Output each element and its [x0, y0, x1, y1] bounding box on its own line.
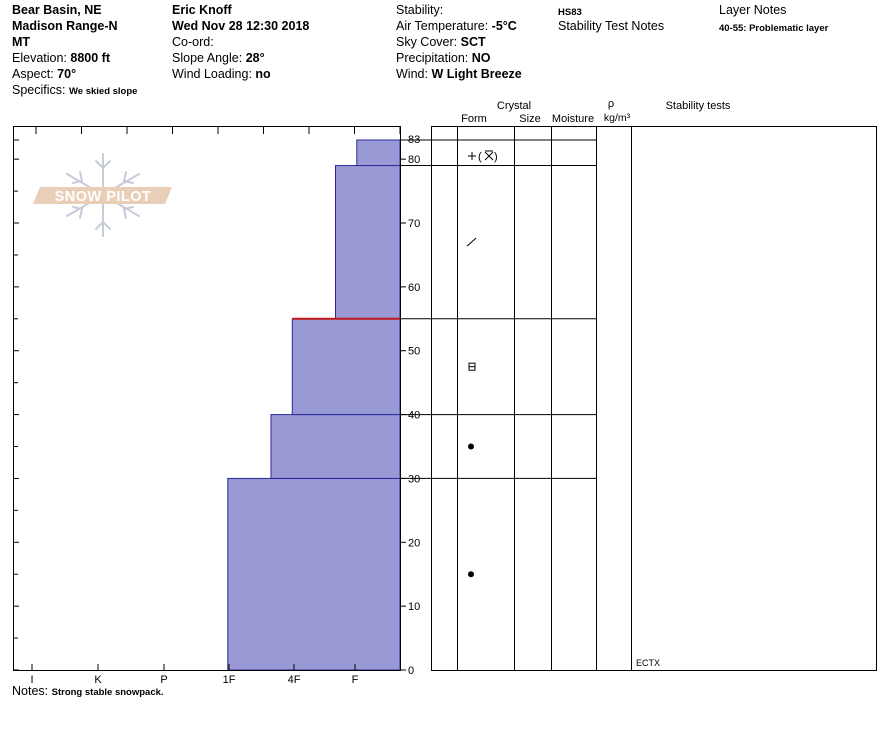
faceted-crystals-symbol [468, 362, 476, 371]
wind-loading-value: no [255, 67, 271, 81]
aspect-value: 70° [57, 67, 77, 81]
hardness-bar-1 [227, 477, 401, 671]
layer-boundaries [400, 139, 597, 479]
precipitation-row: Precipitation: NO [396, 51, 491, 66]
observer-name: Eric Knoff [172, 3, 232, 17]
location-line-1: Bear Basin, NE [12, 3, 102, 17]
elevation-value: 8800 ft [70, 51, 110, 65]
specifics-value: We skied slope [68, 86, 138, 97]
header-stability-tests: Stability tests [666, 100, 731, 112]
height-tick-label: 40 [408, 410, 420, 422]
air-temperature-value: -5°C [491, 19, 517, 33]
sky-cover-label: Sky Cover: [396, 35, 458, 49]
wind-loading-label: Wind Loading: [172, 67, 252, 81]
hardness-chart-frame [13, 126, 401, 671]
air-temperature-row: Air Temperature: -5°C [396, 19, 517, 34]
height-tick-label: 60 [408, 282, 420, 294]
wind-label: Wind: [396, 67, 428, 81]
notes-value: Strong stable snowpack. [51, 687, 164, 698]
stability-label: Stability: [396, 3, 444, 17]
rounded-grains-symbol [468, 571, 474, 578]
height-tick-label: 0 [408, 665, 414, 677]
wind-loading-row: Wind Loading: no [172, 67, 271, 82]
header-crystal: Crystal [497, 100, 531, 112]
precipitation-value: NO [471, 51, 491, 65]
precipitation-label: Precipitation: [396, 51, 469, 65]
layer-table-columns [457, 126, 632, 671]
height-tick-label: 10 [408, 601, 420, 613]
crystal-form-symbols: () [466, 150, 498, 578]
specifics-label: Specifics: [12, 83, 66, 97]
slope-angle-row: Slope Angle: 28° [172, 51, 265, 66]
watermark-text: SNOW PILOT [55, 189, 152, 205]
stability-test-notes-label: Stability Test Notes [558, 19, 665, 33]
height-tick-label: 70 [408, 218, 420, 230]
height-tick-label: 80 [408, 154, 420, 166]
hardness-tick-label: P [160, 674, 167, 686]
hardness-bar-4 [335, 165, 401, 320]
sky-cover-value: SCT [460, 35, 486, 49]
layer-notes-label: Layer Notes [719, 3, 787, 17]
notes-row: Notes: Strong stable snowpack. [12, 684, 164, 700]
snowpilot-watermark: SNOW PILOT [33, 153, 172, 237]
specifics-row: Specifics: We skied slope [12, 83, 137, 99]
svg-text:): ) [494, 151, 498, 163]
aspect-label: Aspect: [12, 67, 54, 81]
hardness-bar-5 [356, 139, 401, 167]
precipitation-particles-symbol: () [468, 150, 498, 163]
aspect-row: Aspect: 70° [12, 67, 76, 82]
hardness-tick-label: K [94, 674, 102, 686]
hardness-bar-2 [270, 414, 401, 479]
notes-label: Notes: [12, 684, 49, 698]
elevation-row: Elevation: 8800 ft [12, 51, 110, 66]
air-temperature-label: Air Temperature: [396, 19, 489, 33]
header-density-unit: kg/m³ [604, 112, 631, 124]
hardness-tick-label: 1F [223, 674, 236, 686]
layer-table-frame [431, 126, 877, 671]
observation-datetime: Wed Nov 28 12:30 2018 [172, 19, 310, 33]
hardness-tick-label: 4F [288, 674, 301, 686]
wind-value: W Light Breeze [431, 67, 522, 81]
layer-notes-value: 40-55: Problematic layer [719, 23, 829, 34]
rounded-grains-symbol [468, 443, 474, 450]
stability-test-entry: ECTX [636, 658, 660, 668]
height-tick-label: 30 [408, 473, 420, 485]
hardness-axis-labels: I K P 1F 4F F [30, 664, 359, 686]
coord-label: Co-ord: [172, 35, 214, 49]
slope-angle-label: Slope Angle: [172, 51, 243, 65]
header-moisture: Moisture [552, 113, 594, 125]
hardness-chart-ticks [35, 126, 401, 134]
wind-row: Wind: W Light Breeze [396, 67, 522, 82]
snow-height-value: HS83 [558, 7, 582, 18]
header-form: Form [461, 113, 487, 125]
sky-cover-row: Sky Cover: SCT [396, 35, 486, 50]
slope-angle-value: 28° [245, 51, 265, 65]
watermark-banner [33, 187, 172, 204]
hardness-bar-3 [291, 318, 401, 416]
hardness-tick-label: F [352, 674, 359, 686]
header-size: Size [519, 113, 540, 125]
header-rho: ρ [608, 98, 614, 110]
height-tick-label: 20 [408, 537, 420, 549]
decomposed-fragments-symbol [466, 237, 477, 247]
location-line-2: Madison Range-N [12, 19, 118, 33]
svg-text:(: ( [478, 151, 482, 163]
hardness-profile [227, 139, 401, 671]
elevation-label: Elevation: [12, 51, 67, 65]
hardness-tick-label: I [30, 674, 33, 686]
location-line-3: MT [12, 35, 31, 49]
height-tick-label: 50 [408, 346, 420, 358]
